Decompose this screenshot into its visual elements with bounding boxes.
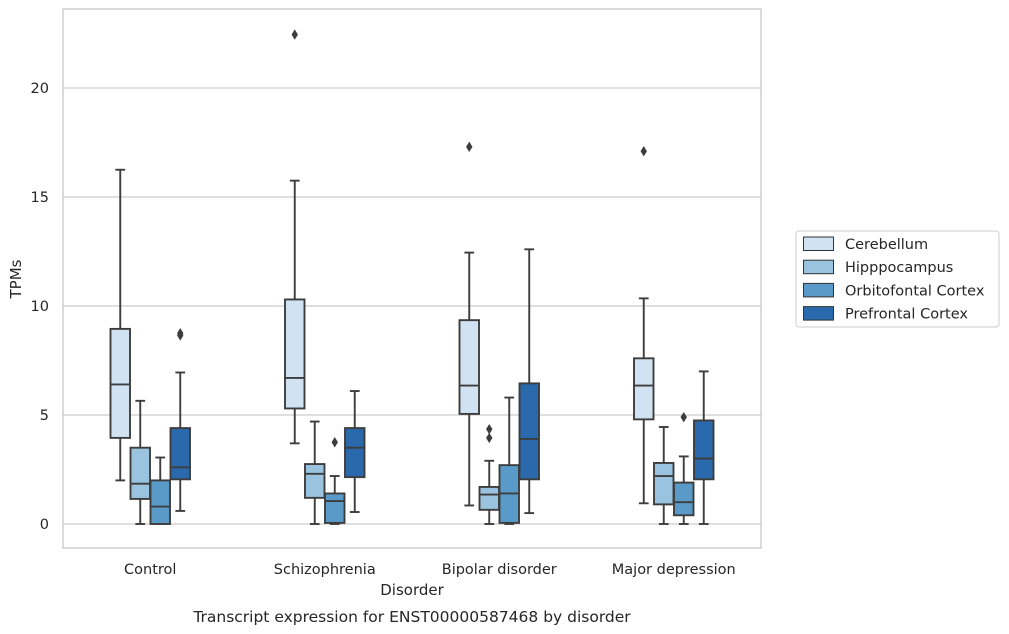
box xyxy=(344,427,366,479)
legend-label: Orbitofontal Cortex xyxy=(845,283,985,299)
legend-swatch xyxy=(803,282,834,298)
legend-swatch xyxy=(803,236,834,251)
outlier-point xyxy=(291,29,298,40)
x-tick-label: Major depression xyxy=(612,562,736,578)
box xyxy=(693,419,715,481)
x-tick-label: Schizophrenia xyxy=(274,562,376,578)
outlier-point xyxy=(680,411,687,423)
legend-label: Cerebellum xyxy=(845,237,928,253)
x-tick-label: Control xyxy=(124,562,176,578)
outlier-point xyxy=(486,423,493,435)
outlier-point xyxy=(331,437,338,448)
box-series xyxy=(109,29,715,525)
legend: Cerebellum Hipppocampus Orbitofontal Corte… xyxy=(795,230,1000,328)
box xyxy=(149,479,171,525)
y-tick-label: 20 xyxy=(31,81,49,97)
box xyxy=(324,492,346,524)
chart-caption: Transcript expression for ENST0000058746… xyxy=(192,608,631,626)
outlier-point xyxy=(486,432,493,444)
legend-frame xyxy=(795,230,1000,328)
box xyxy=(673,481,695,517)
plot-frame xyxy=(62,8,762,549)
y-axis-label: TPMs xyxy=(7,259,25,299)
box xyxy=(653,462,675,506)
y-tick-label: 0 xyxy=(40,517,49,533)
box xyxy=(304,463,326,499)
legend-swatch xyxy=(803,259,834,275)
outlier-point xyxy=(466,141,473,153)
box xyxy=(478,485,500,511)
box xyxy=(109,327,131,439)
box xyxy=(169,427,191,481)
legend-label: Hipppocampus xyxy=(845,260,953,276)
legend-swatch xyxy=(803,306,834,321)
box xyxy=(633,357,655,421)
y-axis-ticks: 0 5 10 15 20 xyxy=(31,81,49,533)
box xyxy=(284,298,306,410)
x-axis-ticks: Control Schizophrenia Bipolar disorder Majo… xyxy=(124,562,736,578)
box xyxy=(518,382,540,481)
y-tick-label: 10 xyxy=(31,299,49,315)
y-tick-label: 5 xyxy=(40,408,49,424)
x-tick-label: Bipolar disorder xyxy=(442,562,557,578)
legend-label: Prefrontal Cortex xyxy=(845,307,968,323)
outlier-point xyxy=(640,146,647,157)
box xyxy=(458,319,480,415)
box xyxy=(129,446,151,500)
outlier-point xyxy=(177,330,184,341)
x-axis-label: Disorder xyxy=(380,581,444,599)
y-tick-label: 15 xyxy=(31,190,49,206)
